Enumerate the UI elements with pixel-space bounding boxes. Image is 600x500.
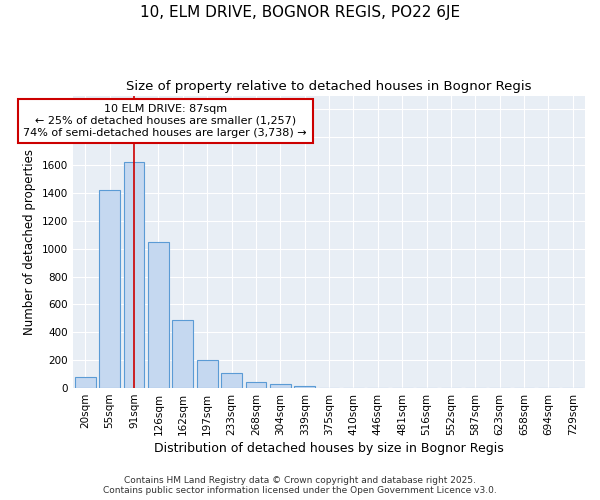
Y-axis label: Number of detached properties: Number of detached properties bbox=[23, 149, 37, 335]
Text: 10 ELM DRIVE: 87sqm
← 25% of detached houses are smaller (1,257)
74% of semi-det: 10 ELM DRIVE: 87sqm ← 25% of detached ho… bbox=[23, 104, 307, 138]
Bar bbox=[172, 320, 193, 388]
Bar bbox=[245, 382, 266, 388]
Bar bbox=[221, 372, 242, 388]
Bar bbox=[124, 162, 145, 388]
Bar bbox=[295, 386, 315, 388]
Text: Contains HM Land Registry data © Crown copyright and database right 2025.
Contai: Contains HM Land Registry data © Crown c… bbox=[103, 476, 497, 495]
Bar bbox=[270, 384, 290, 388]
Bar bbox=[100, 190, 120, 388]
Bar bbox=[197, 360, 218, 388]
Title: Size of property relative to detached houses in Bognor Regis: Size of property relative to detached ho… bbox=[127, 80, 532, 93]
Bar bbox=[148, 242, 169, 388]
X-axis label: Distribution of detached houses by size in Bognor Regis: Distribution of detached houses by size … bbox=[154, 442, 504, 455]
Text: 10, ELM DRIVE, BOGNOR REGIS, PO22 6JE: 10, ELM DRIVE, BOGNOR REGIS, PO22 6JE bbox=[140, 5, 460, 20]
Bar bbox=[75, 377, 95, 388]
